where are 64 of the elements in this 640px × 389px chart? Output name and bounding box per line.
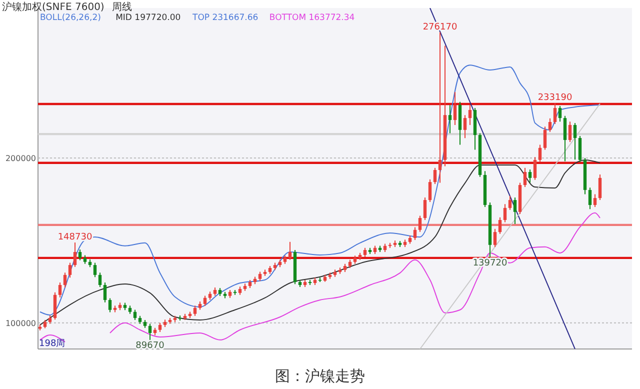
candlestick (193, 305, 197, 316)
text: TOP 231667.66 (192, 13, 258, 23)
candlestick (573, 122, 577, 160)
candlestick (533, 156, 537, 180)
candlestick (108, 298, 112, 313)
candlestick (423, 197, 427, 220)
candlestick (513, 197, 517, 224)
y-tick-label: 200000 (5, 154, 36, 163)
candlestick (428, 178, 432, 203)
candlestick (203, 295, 207, 306)
candlestick (588, 187, 592, 210)
candlestick (133, 309, 137, 320)
candlestick (93, 262, 97, 278)
candlestick (538, 144, 542, 163)
candlestick (528, 169, 532, 184)
candlestick (553, 102, 557, 124)
candlestick (98, 272, 102, 288)
candlestick (453, 91, 457, 126)
candlestick (363, 247, 367, 258)
candlestick (498, 216, 502, 234)
candlestick (433, 167, 437, 185)
y-tick-label: 100000 (5, 318, 36, 328)
candlestick (468, 104, 472, 126)
candlestick (568, 121, 572, 142)
annotation: 周线 (112, 1, 132, 13)
candlestick (413, 226, 417, 240)
candlestick (448, 104, 452, 134)
candlestick (493, 228, 497, 248)
candlestick (78, 249, 82, 261)
text: 图：沪镍走势 (275, 367, 365, 385)
candlestick (438, 32, 442, 184)
line-series (110, 212, 600, 340)
candlestick (73, 242, 77, 268)
legend-title: BOLL(26,26,2) (40, 13, 101, 23)
candlestick (503, 204, 507, 223)
candlestick (508, 195, 512, 210)
annotation: 233190 (538, 93, 572, 104)
candlestick (103, 282, 107, 303)
candlestick (288, 241, 292, 260)
candlestick (558, 105, 562, 122)
candlestick (53, 292, 57, 320)
annotation: 148730 (58, 232, 92, 243)
candlestick (58, 282, 62, 298)
candlestick (523, 167, 527, 188)
annotation: 89670 (136, 340, 165, 351)
text: MID 197720.00 (116, 13, 181, 23)
candlestick (463, 114, 467, 139)
candlestick (563, 115, 567, 162)
candlestick (158, 322, 162, 333)
text: BOTTOM 163772.34 (269, 13, 355, 23)
candlestick (148, 323, 152, 340)
candlestick (418, 215, 422, 232)
candlestick (68, 262, 72, 278)
candlestick (598, 174, 602, 201)
line-series (40, 159, 600, 326)
line-series (40, 64, 600, 316)
candlestick (258, 271, 262, 282)
candlestick (578, 136, 582, 163)
chart-title: 沪镍加权(SNFE 7600) (2, 1, 104, 13)
candlestick (63, 272, 67, 288)
candlestick (548, 118, 552, 132)
candlestick (543, 126, 547, 150)
annotation: 198周 (39, 338, 66, 349)
candlestick (593, 194, 597, 208)
